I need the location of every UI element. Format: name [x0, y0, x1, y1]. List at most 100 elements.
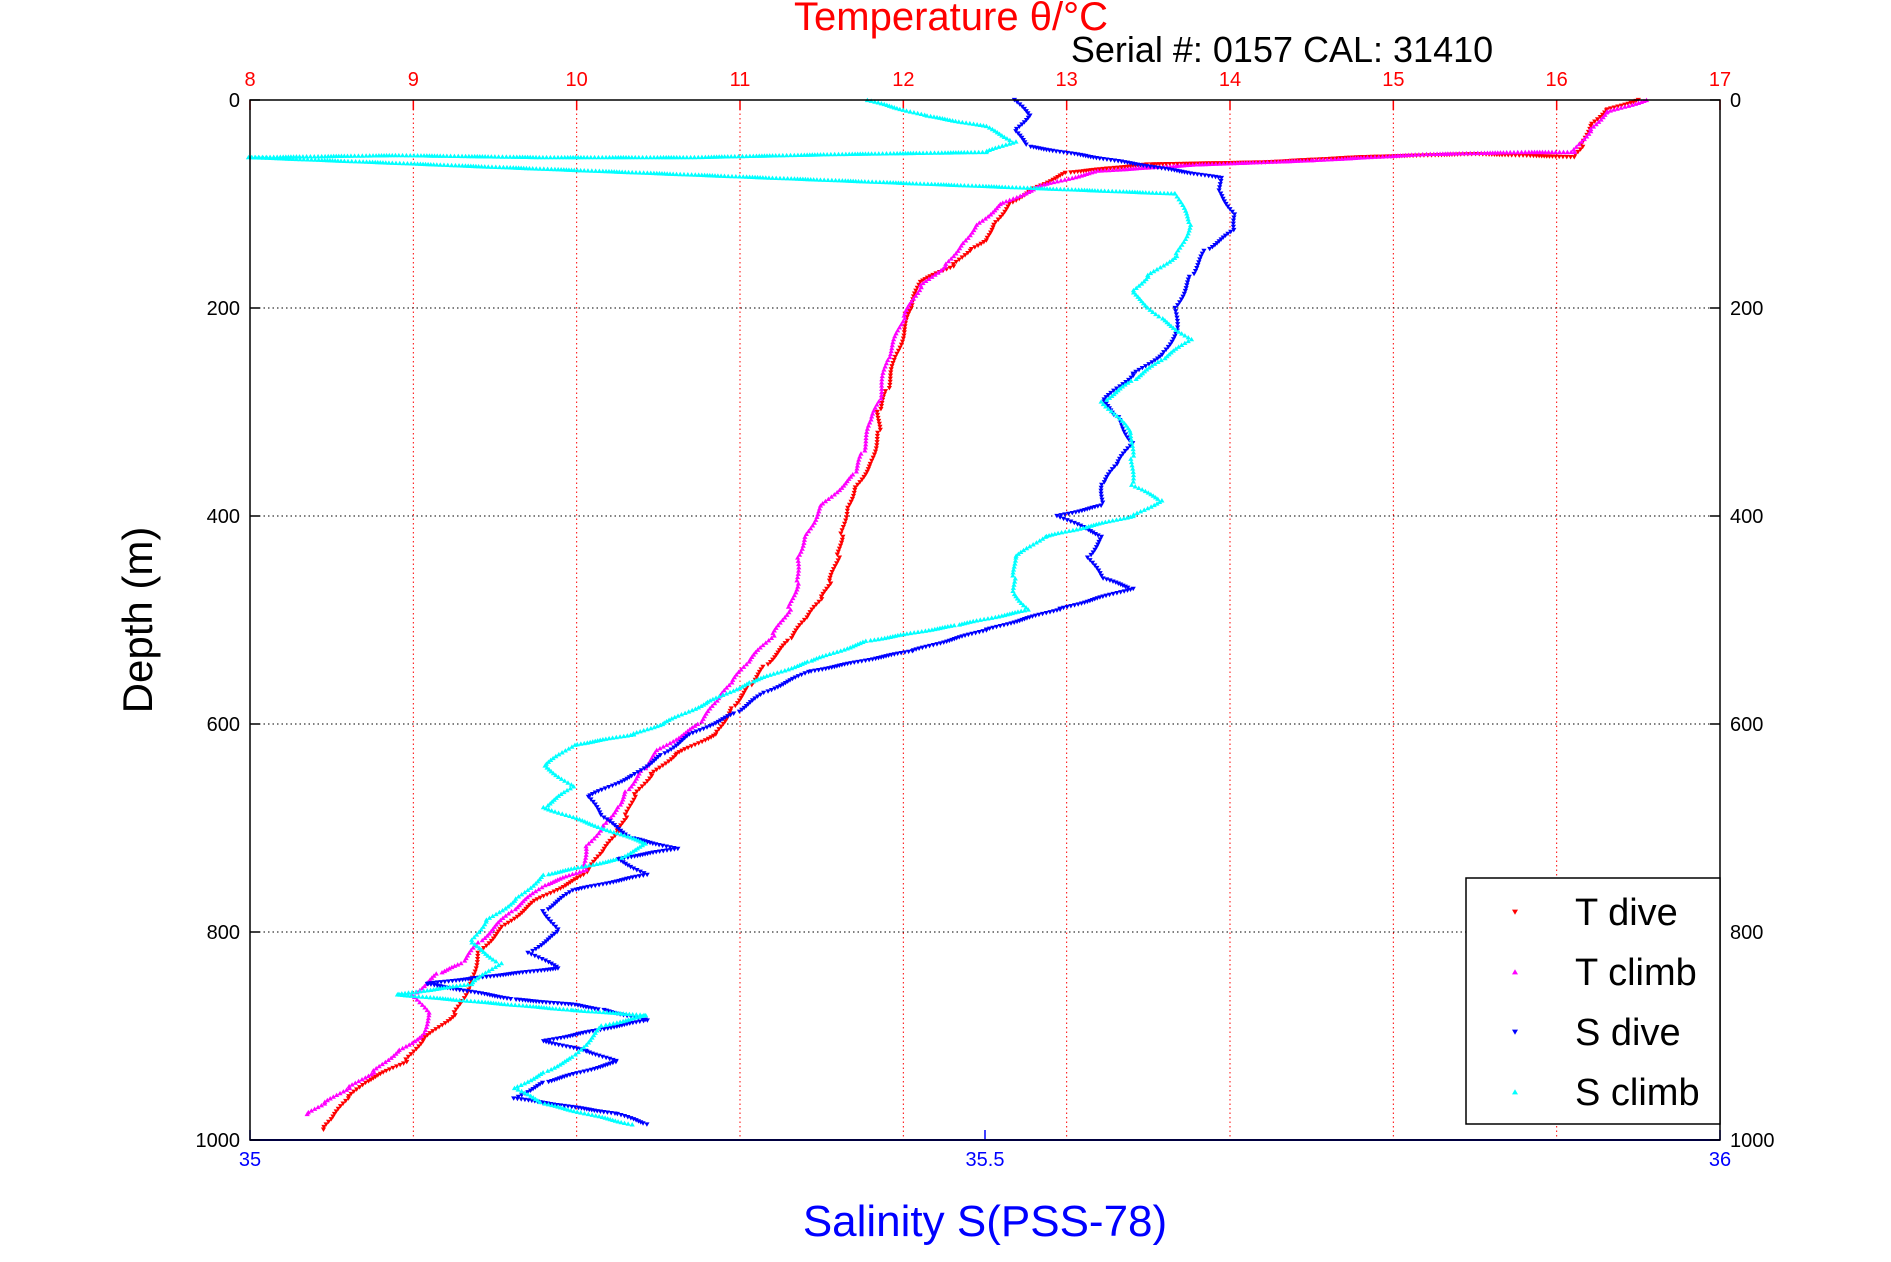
- data-point: [1423, 151, 1430, 157]
- data-point: [668, 747, 674, 752]
- data-point: [710, 722, 716, 728]
- data-point: [327, 1096, 333, 1101]
- data-point: [463, 153, 469, 159]
- data-point: [412, 1038, 418, 1044]
- data-point: [390, 1065, 396, 1071]
- data-point: [698, 703, 704, 709]
- data-point: [682, 747, 688, 752]
- data-point: [621, 794, 627, 799]
- data-point: [1020, 547, 1027, 553]
- data-point: [763, 175, 769, 180]
- data-point: [860, 639, 866, 644]
- data-point: [817, 177, 824, 182]
- data-point: [534, 1083, 541, 1089]
- data-point: [1018, 608, 1024, 614]
- data-point: [922, 277, 928, 282]
- data-point: [318, 1102, 325, 1108]
- data-point: [524, 894, 530, 900]
- data-point: [585, 1068, 591, 1074]
- data-point: [421, 988, 427, 993]
- data-point: [610, 812, 616, 818]
- data-point: [1095, 188, 1101, 193]
- data-point: [537, 895, 543, 901]
- data-point: [625, 1121, 631, 1126]
- data-point: [1096, 539, 1102, 545]
- data-point: [775, 650, 781, 655]
- data-point: [568, 1002, 575, 1007]
- data-point: [631, 792, 638, 797]
- data-point: [433, 971, 439, 976]
- data-point: [406, 1042, 412, 1047]
- data-point: [1139, 365, 1145, 371]
- data-point: [567, 1045, 573, 1050]
- data-point: [548, 166, 554, 172]
- data-point: [1588, 126, 1594, 131]
- data-point: [864, 429, 870, 434]
- data-point: [913, 293, 919, 298]
- data-point: [606, 735, 612, 741]
- data-point: [1185, 338, 1191, 344]
- y-tick-label-right: 1000: [1730, 1130, 1775, 1152]
- data-point: [1175, 303, 1181, 308]
- data-point: [970, 121, 977, 126]
- data-point: [1386, 153, 1393, 159]
- data-point: [496, 154, 502, 159]
- data-point: [523, 970, 529, 975]
- data-point: [836, 487, 843, 493]
- data-point: [548, 919, 554, 924]
- data-point: [545, 881, 551, 887]
- data-point: [592, 790, 598, 795]
- data-point: [352, 153, 358, 158]
- data-point: [453, 978, 459, 983]
- data-point: [505, 911, 512, 916]
- data-point: [1047, 610, 1053, 615]
- data-point: [1638, 99, 1645, 104]
- data-point: [1187, 225, 1193, 230]
- data-point: [1155, 165, 1161, 171]
- data-point: [1064, 150, 1071, 156]
- data-point: [795, 584, 801, 589]
- data-point: [768, 635, 775, 641]
- data-point: [1043, 610, 1049, 616]
- data-point: [639, 784, 645, 789]
- data-point: [774, 670, 780, 675]
- data-point: [676, 750, 682, 755]
- data-point: [552, 924, 559, 930]
- data-point: [455, 962, 461, 967]
- data-point: [958, 182, 964, 188]
- data-point: [1057, 515, 1063, 520]
- data-point: [1010, 140, 1016, 145]
- data-point: [916, 150, 923, 155]
- data-point: [581, 1044, 587, 1050]
- data-point: [695, 721, 701, 727]
- data-point: [625, 863, 631, 868]
- data-point: [827, 575, 833, 581]
- data-point: [1092, 531, 1098, 537]
- data-point: [473, 966, 479, 971]
- data-point: [1154, 356, 1161, 361]
- data-point: [1194, 172, 1200, 177]
- data-point: [1191, 271, 1197, 277]
- data-point: [757, 692, 764, 698]
- data-point: [887, 382, 893, 388]
- data-point: [918, 284, 924, 290]
- data-point: [1084, 555, 1091, 560]
- data-point: [660, 744, 666, 749]
- data-point: [600, 849, 606, 854]
- data-point: [1100, 401, 1106, 407]
- data-point: [434, 162, 440, 167]
- data-point: [588, 884, 595, 889]
- data-point: [1069, 187, 1075, 192]
- data-point: [469, 937, 475, 942]
- data-point: [1216, 188, 1222, 193]
- data-point: [1158, 357, 1164, 363]
- data-point: [1167, 259, 1173, 264]
- data-point: [601, 1110, 607, 1115]
- data-point: [832, 564, 838, 569]
- data-point: [791, 152, 797, 158]
- data-point: [461, 982, 467, 987]
- data-point: [834, 561, 840, 566]
- data-point: [1020, 138, 1026, 143]
- data-point: [1573, 144, 1579, 149]
